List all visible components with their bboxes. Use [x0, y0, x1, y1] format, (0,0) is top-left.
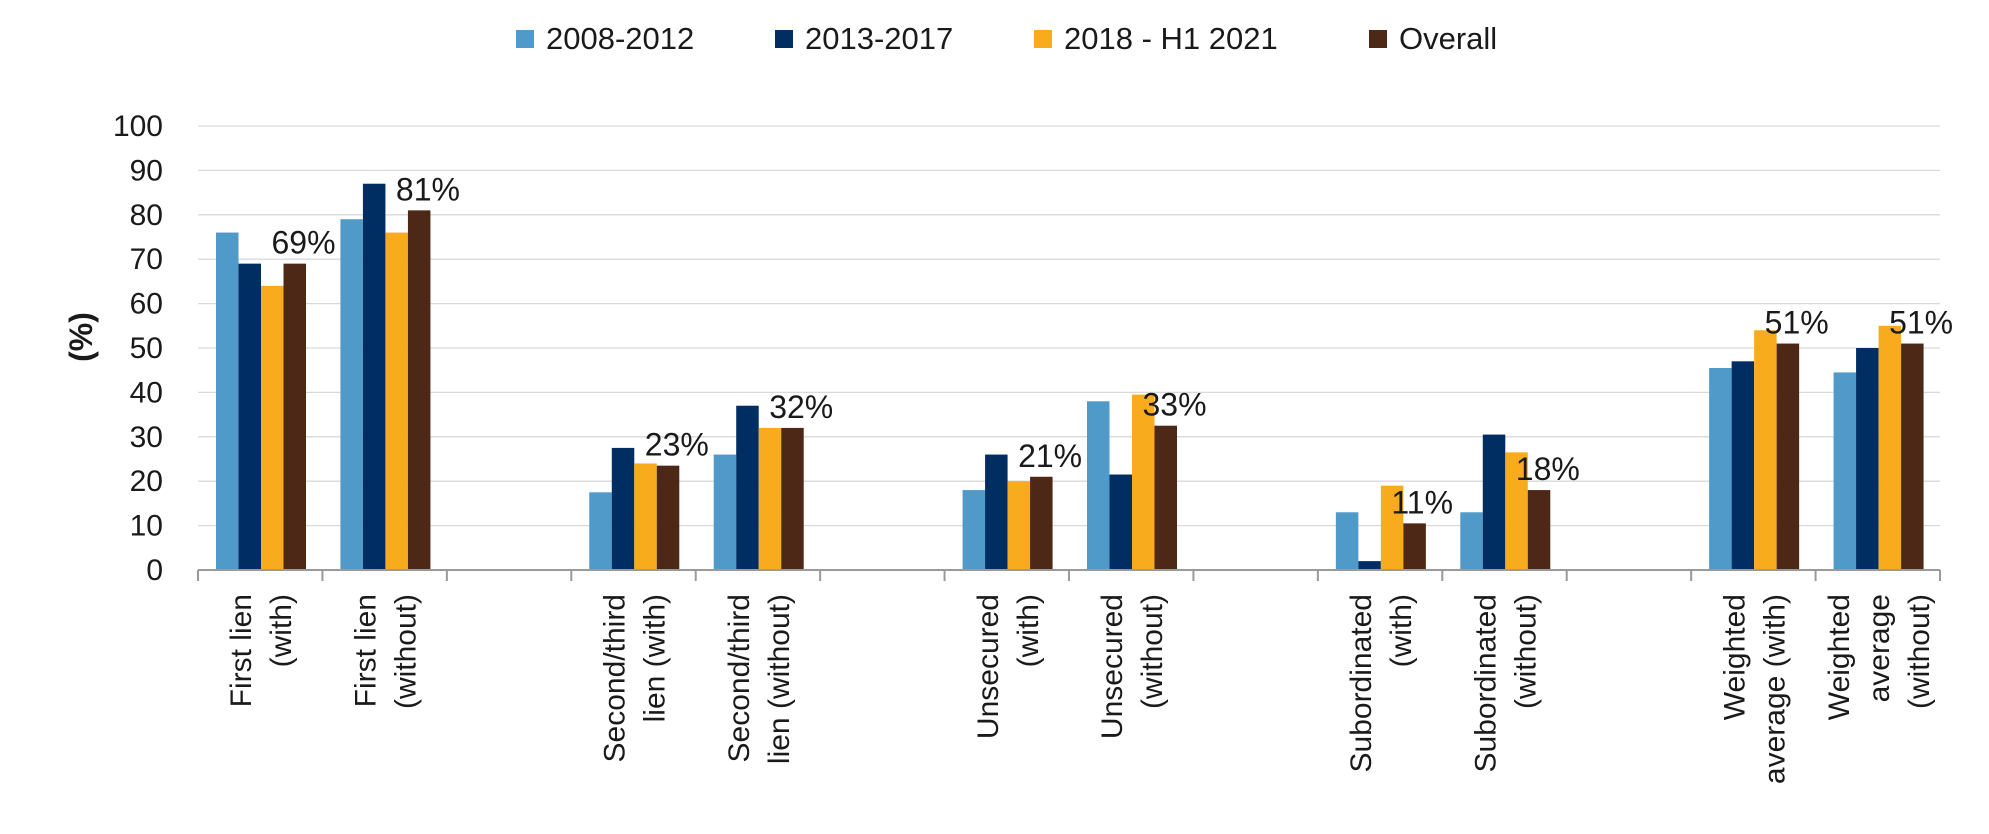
bar — [1505, 452, 1528, 570]
bar — [962, 490, 986, 570]
data-label: 23% — [645, 427, 709, 463]
category-label: (with) — [265, 594, 298, 667]
data-label: 32% — [769, 389, 833, 425]
bar — [1709, 367, 1732, 570]
gridlines — [198, 125, 1940, 527]
category-label: (without) — [1136, 594, 1169, 709]
data-label: 18% — [1516, 451, 1580, 487]
legend-swatch — [516, 30, 534, 48]
category-label: Unsecured — [1096, 594, 1129, 739]
bar — [1132, 394, 1155, 570]
bars — [216, 183, 1924, 571]
bar — [656, 465, 680, 570]
data-label: 81% — [396, 171, 460, 207]
legend-label: 2018 - H1 2021 — [1064, 21, 1278, 56]
category-label: First lien — [350, 594, 383, 707]
data-label: 51% — [1765, 305, 1829, 341]
bar — [238, 263, 261, 570]
category-label: Unsecured — [972, 594, 1005, 739]
y-tick-label: 90 — [130, 154, 163, 187]
bar — [1754, 330, 1777, 570]
bar — [985, 454, 1008, 570]
bar — [1901, 343, 1924, 570]
bar — [216, 232, 239, 570]
bar — [1358, 561, 1381, 570]
bar — [1482, 434, 1506, 570]
bar — [1856, 348, 1879, 570]
bar — [713, 454, 737, 570]
bar — [261, 285, 284, 570]
bar — [1833, 372, 1857, 570]
bar — [589, 492, 612, 570]
y-tick-label: 10 — [130, 510, 163, 543]
bar — [611, 447, 635, 570]
category-label: (with) — [1012, 594, 1045, 667]
legend-label: 2013-2017 — [805, 21, 953, 56]
legend-label: 2008-2012 — [546, 21, 694, 56]
bar — [736, 405, 759, 570]
category-label: average (with) — [1758, 594, 1791, 784]
data-label: 11% — [1391, 484, 1453, 520]
category-label: Second/third — [723, 594, 756, 762]
bar — [758, 427, 782, 570]
y-tick-label: 60 — [130, 288, 163, 321]
bar — [1460, 512, 1483, 570]
y-tick-label: 70 — [130, 243, 163, 276]
bar — [407, 210, 431, 571]
bar — [1087, 401, 1110, 570]
category-label: lien (with) — [639, 594, 672, 722]
category-label: Subordinated — [1345, 594, 1378, 772]
category-labels: First lien (with) First lien (without) Secon… — [225, 594, 1936, 784]
bar — [1527, 490, 1551, 570]
bar — [634, 463, 657, 570]
y-tick-label: 20 — [130, 465, 163, 498]
category-label: First lien — [225, 594, 258, 707]
data-label: 69% — [272, 225, 336, 261]
bar — [385, 232, 408, 570]
bar — [362, 183, 386, 570]
y-tick-label: 80 — [130, 199, 163, 232]
data-label: 33% — [1143, 387, 1207, 423]
data-label: 51% — [1889, 305, 1953, 341]
bar — [1109, 474, 1132, 570]
legend-label: Overall — [1399, 21, 1497, 56]
category-label: lien (without) — [763, 594, 796, 764]
legend-swatch — [1369, 30, 1387, 48]
category-label: (with) — [1385, 594, 1418, 667]
y-axis-title: (%) — [63, 312, 99, 362]
y-tick-label: 0 — [146, 554, 163, 587]
bar — [1776, 343, 1800, 570]
category-label: (without) — [390, 594, 423, 709]
bar — [781, 427, 804, 570]
legend-swatch — [775, 30, 793, 48]
category-label: Second/third — [599, 594, 632, 762]
x-axis — [197, 569, 1941, 581]
legend: 2008-2012 2013-2017 2018 - H1 2021 Overall — [516, 21, 1497, 56]
data-labels: 69% 81% 23% 32% 21% 33% 11% 18% 51% 51% — [272, 171, 1954, 520]
bar — [1154, 425, 1177, 570]
category-label: Subordinated — [1470, 594, 1503, 772]
bar — [1403, 523, 1426, 570]
legend-swatch — [1034, 30, 1052, 48]
category-label: (without) — [1903, 594, 1936, 709]
y-tick-label: 40 — [130, 376, 163, 409]
bar — [1335, 512, 1359, 570]
category-label: Weighted — [1823, 594, 1856, 720]
bar — [1007, 481, 1031, 570]
y-tick-label: 100 — [113, 110, 163, 143]
category-label: Weighted — [1718, 594, 1751, 720]
bar — [1030, 476, 1053, 570]
bar — [340, 219, 363, 571]
category-label: average — [1863, 594, 1896, 702]
bar — [1878, 325, 1902, 570]
y-axis-ticks: 0 10 20 30 40 50 60 70 80 90 100 — [113, 110, 163, 587]
category-label: (without) — [1510, 594, 1543, 709]
bar — [1731, 361, 1755, 570]
bar — [283, 263, 306, 570]
bar — [1380, 485, 1404, 570]
y-tick-label: 50 — [130, 332, 163, 365]
y-tick-label: 30 — [130, 421, 163, 454]
data-label: 21% — [1018, 438, 1082, 474]
